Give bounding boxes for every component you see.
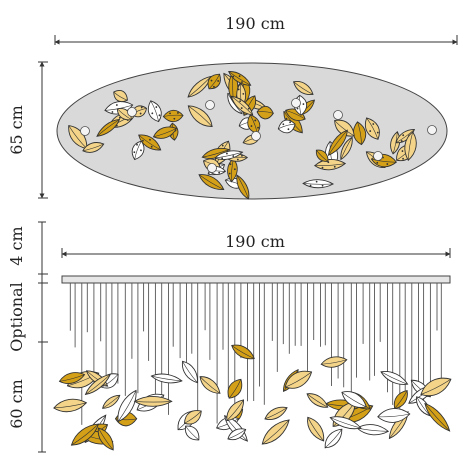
side-optional-label: Optional bbox=[7, 282, 26, 352]
bulb-icon bbox=[333, 110, 343, 120]
leaf-icon bbox=[187, 105, 213, 128]
leaf-icon bbox=[70, 423, 100, 446]
bulb-icon bbox=[251, 131, 261, 141]
side-view: 190 cm 4 cm Optional 60 cm bbox=[7, 221, 452, 453]
top-height-label: 65 cm bbox=[7, 105, 26, 155]
leaf-icon bbox=[307, 416, 325, 442]
leaf-icon bbox=[152, 126, 178, 139]
leaf-icon bbox=[226, 399, 245, 422]
leaf-icon bbox=[393, 390, 408, 409]
leaf-icon bbox=[150, 373, 183, 384]
leaf-icon bbox=[334, 119, 355, 137]
leaf-icon bbox=[329, 416, 362, 430]
leaf-icon bbox=[147, 100, 162, 123]
bulb-icon bbox=[207, 163, 217, 173]
top-width-label: 190 cm bbox=[225, 14, 285, 33]
top-view: 190 cm 65 cm bbox=[7, 14, 458, 200]
leaf-icon bbox=[284, 370, 313, 389]
side-width-label: 190 cm bbox=[225, 232, 285, 251]
leaf-icon bbox=[420, 377, 452, 397]
leaf-icon bbox=[199, 376, 221, 394]
leaf-icon bbox=[356, 424, 390, 436]
leaf-icon bbox=[256, 105, 274, 120]
leaf-icon bbox=[261, 419, 290, 445]
leaf-icon bbox=[315, 149, 329, 162]
leaf-icon bbox=[377, 408, 411, 423]
leaf-icon bbox=[390, 131, 401, 155]
leaf-icon bbox=[102, 394, 121, 409]
top-view-leaves bbox=[68, 71, 437, 200]
leaf-icon bbox=[181, 360, 198, 384]
leaf-icon bbox=[404, 131, 417, 161]
leaf-icon bbox=[214, 150, 244, 160]
leaf-icon bbox=[184, 410, 202, 425]
leaf-icon bbox=[207, 73, 221, 90]
leaf-icon bbox=[380, 370, 409, 385]
leaf-icon bbox=[306, 393, 329, 408]
leaf-icon bbox=[133, 396, 173, 407]
leaf-icon bbox=[264, 406, 288, 420]
leaf-icon bbox=[184, 425, 200, 441]
side-canopy-bar bbox=[61, 275, 451, 284]
side-view-leaves bbox=[53, 344, 452, 451]
leaf-icon bbox=[227, 428, 247, 441]
leaf-icon bbox=[236, 174, 250, 200]
side-view-rods bbox=[69, 283, 442, 425]
leaf-icon bbox=[116, 108, 133, 121]
leaf-icon bbox=[96, 118, 121, 137]
leaf-icon bbox=[277, 119, 296, 134]
leaf-icon bbox=[364, 117, 380, 140]
leaf-icon bbox=[320, 356, 348, 368]
leaf-icon bbox=[53, 398, 88, 413]
leaf-icon bbox=[113, 89, 128, 103]
leaf-icon bbox=[162, 109, 184, 123]
leaf-icon bbox=[324, 428, 343, 449]
leaf-icon bbox=[341, 391, 367, 408]
leaf-icon bbox=[198, 174, 225, 190]
bulb-icon bbox=[205, 100, 215, 110]
leaf-icon bbox=[228, 71, 252, 86]
leaf-icon bbox=[117, 389, 137, 423]
leaf-icon bbox=[227, 378, 243, 399]
leaf-icon bbox=[82, 142, 105, 153]
leaf-icon bbox=[352, 121, 367, 146]
leaf-icon bbox=[302, 179, 335, 189]
leaf-icon bbox=[293, 81, 314, 96]
bulb-icon bbox=[80, 126, 90, 136]
leaf-icon bbox=[97, 427, 114, 451]
leaf-icon bbox=[131, 140, 145, 161]
bulb-icon bbox=[127, 107, 137, 117]
leaf-icon bbox=[84, 373, 112, 396]
bulb-icon bbox=[427, 125, 437, 135]
leaf-icon bbox=[231, 344, 255, 360]
leaf-icon bbox=[424, 402, 451, 432]
leaf-icon bbox=[58, 372, 86, 384]
side-drop-label: 60 cm bbox=[7, 379, 26, 429]
leaf-icon bbox=[230, 95, 254, 116]
side-canopy-label: 4 cm bbox=[7, 226, 26, 265]
leaf-icon bbox=[138, 134, 162, 151]
bulb-icon bbox=[373, 151, 383, 161]
leaf-icon bbox=[327, 129, 348, 156]
leaf-icon bbox=[340, 136, 353, 161]
bulb-icon bbox=[291, 98, 301, 108]
